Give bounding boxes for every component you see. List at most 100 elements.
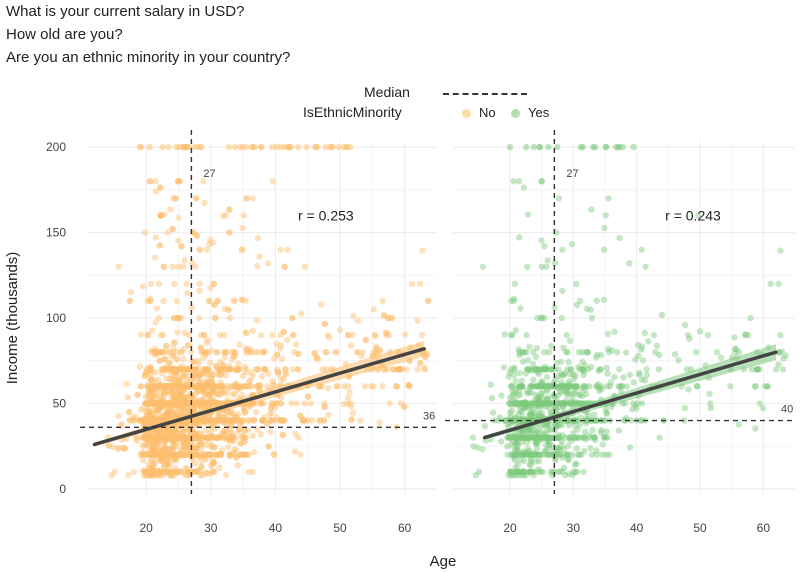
scatter-point <box>195 417 202 424</box>
scatter-point <box>252 366 259 373</box>
scatter-point <box>198 143 205 151</box>
scatter-point <box>173 399 180 407</box>
scatter-point <box>173 429 180 436</box>
scatter-point <box>147 434 154 441</box>
scatter-point <box>181 400 189 407</box>
scatter-point <box>167 383 175 390</box>
scatter-point <box>524 357 531 364</box>
scatter-point <box>163 468 170 475</box>
scatter-point <box>217 379 224 386</box>
scatter-point <box>555 434 562 441</box>
scatter-point <box>166 375 174 383</box>
scatter-point <box>129 414 136 421</box>
scatter-point <box>182 471 189 478</box>
scatter-point <box>222 349 229 356</box>
scatter-point <box>289 331 297 339</box>
scatter-point <box>154 430 162 438</box>
scatter-point <box>565 470 573 477</box>
scatter-point <box>164 430 171 437</box>
scatter-point <box>225 417 232 424</box>
scatter-point <box>201 451 208 458</box>
scatter-point <box>293 341 300 348</box>
scatter-point <box>184 396 191 404</box>
scatter-point <box>150 468 157 475</box>
scatter-point <box>575 451 583 458</box>
scatter-point <box>154 417 161 424</box>
scatter-point <box>656 351 663 359</box>
scatter-point <box>176 366 183 373</box>
scatter-point <box>170 444 177 452</box>
scatter-point <box>162 413 169 420</box>
scatter-point <box>221 417 228 424</box>
scatter-point <box>200 417 208 424</box>
scatter-point <box>226 229 233 236</box>
scatter-point <box>273 351 281 358</box>
scatter-point <box>148 434 155 441</box>
scatter-point <box>298 310 305 317</box>
scatter-point <box>245 417 252 424</box>
scatter-point <box>204 390 211 397</box>
scatter-point <box>568 451 576 458</box>
scatter-point <box>151 392 158 400</box>
scatter-point <box>149 417 157 424</box>
scatter-point <box>512 377 519 384</box>
scatter-point <box>162 434 169 441</box>
scatter-point <box>177 434 185 441</box>
scatter-point <box>137 451 144 458</box>
scatter-point <box>191 421 198 429</box>
scatter-point <box>170 451 177 458</box>
scatter-point <box>706 400 714 407</box>
scatter-point <box>225 443 232 451</box>
scatter-point <box>604 330 612 337</box>
scatter-point <box>333 383 341 390</box>
scatter-point <box>155 434 162 441</box>
scatter-point <box>228 410 236 417</box>
scatter-point <box>165 434 172 441</box>
scatter-point <box>221 366 228 373</box>
scatter-point <box>506 409 514 416</box>
scatter-point <box>401 403 408 410</box>
scatter-point <box>195 360 202 368</box>
scatter-point <box>157 212 165 219</box>
scatter-point <box>173 451 181 458</box>
scatter-point <box>616 366 623 373</box>
scatter-point <box>147 417 155 424</box>
scatter-point <box>195 314 203 322</box>
scatter-point <box>242 329 250 336</box>
x-tick-label: 30 <box>567 521 581 535</box>
scatter-point <box>158 366 165 373</box>
scatter-point <box>172 195 180 202</box>
scatter-point <box>193 400 200 407</box>
scatter-point <box>479 263 487 270</box>
scatter-point <box>203 366 211 373</box>
scatter-point <box>244 451 251 458</box>
scatter-point <box>160 451 168 458</box>
scatter-point <box>155 400 162 407</box>
scatter-point <box>240 212 248 219</box>
scatter-point <box>161 451 168 458</box>
scatter-point <box>332 349 340 356</box>
scatter-point <box>277 331 284 339</box>
scatter-point <box>193 232 201 239</box>
scatter-point <box>198 400 205 407</box>
scatter-point <box>170 438 177 446</box>
scatter-point <box>177 434 184 441</box>
scatter-point <box>105 442 112 449</box>
scatter-point <box>172 451 179 458</box>
scatter-point <box>143 433 151 440</box>
scatter-point <box>151 391 158 398</box>
scatter-point <box>182 393 189 401</box>
scatter-point <box>198 463 205 470</box>
scatter-point <box>544 400 552 407</box>
scatter-point <box>174 468 181 475</box>
scatter-point <box>335 143 342 151</box>
scatter-point <box>141 372 148 380</box>
scatter-point <box>166 435 174 443</box>
scatter-point <box>217 366 224 373</box>
scatter-point <box>170 468 177 475</box>
scatter-point <box>156 383 163 390</box>
scatter-point <box>158 404 165 411</box>
scatter-point <box>169 451 176 458</box>
scatter-point <box>161 356 168 363</box>
